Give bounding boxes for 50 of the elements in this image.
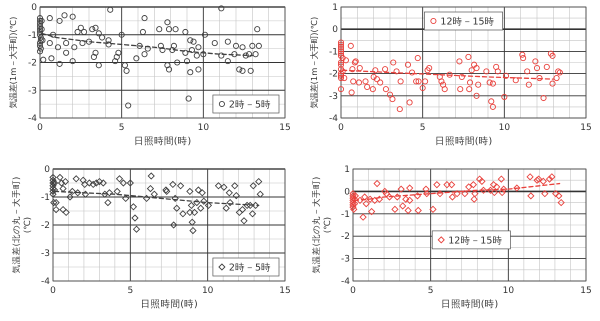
y-tick-label: -2 [329,70,338,80]
y-tick-label: 0 [44,165,50,175]
y-tick-label: -4 [341,277,350,287]
y-tick-label: -3 [329,92,338,102]
y-tick-label: -4 [329,114,338,124]
y-tick-label: 0 [332,25,338,36]
y-axis-title: 気温差(1m－大手町)(℃) [8,16,18,108]
y-tick-label: 0 [344,187,350,198]
legend: 12時－15時 [432,230,511,250]
y-axis-title: 気温差(1m－大手町)(℃) [309,16,319,108]
legend-label: 12時－15時 [440,16,495,28]
y-tick-label: -2 [41,221,50,231]
y-axis-title: 気温差(北の丸－大手町)(℃) [311,176,333,274]
x-tick-label: 10 [202,286,214,296]
y-tick-label: -4 [41,277,50,287]
x-tick-label: 10 [502,286,514,296]
y-tick-label: -1 [329,47,338,58]
x-tick-label: 5 [127,286,134,296]
y-axis-title: 気温差(北の丸－大手町)(℃) [11,176,33,274]
y-tick-label: -1 [28,30,37,41]
legend-label: 2時－5時 [228,98,271,110]
x-tick-label: 10 [198,123,210,133]
legend: 2時－5時 [212,258,280,276]
x-axis-title: 日照時間(時) [440,298,498,310]
x-tick-label: 15 [580,123,592,133]
x-tick-label: 5 [420,123,426,133]
legend-label: 2時－5時 [228,262,271,274]
y-tick-label: -2 [28,58,37,68]
x-tick-label: 5 [118,123,125,133]
y-tick-label: -3 [41,249,50,259]
x-axis-title: 日照時間(時) [134,135,192,147]
y-tick-label: -4 [28,114,38,124]
y-tick-label: -3 [28,86,37,96]
y-tick-label: 1 [344,165,350,175]
x-tick-label: 5 [428,286,434,296]
x-tick-label: 10 [498,123,510,133]
x-tick-label: 15 [279,123,291,133]
y-tick-label: -3 [341,254,350,265]
y-tick-label: -1 [341,210,350,220]
legend: 2時－5時 [212,94,280,114]
x-axis-title: 日照時間(時) [140,298,198,310]
x-tick-label: 15 [580,286,592,296]
x-axis-title: 日照時間(時) [434,135,492,147]
y-tick-label: -1 [41,193,50,203]
y-tick-label: 0 [31,3,38,13]
y-tick-label: 1 [332,3,338,13]
y-tick-label: -2 [341,232,350,242]
legend: 12時－15時 [424,12,503,30]
x-tick-label: 15 [279,286,291,296]
legend-label: 12時－15時 [448,234,502,246]
